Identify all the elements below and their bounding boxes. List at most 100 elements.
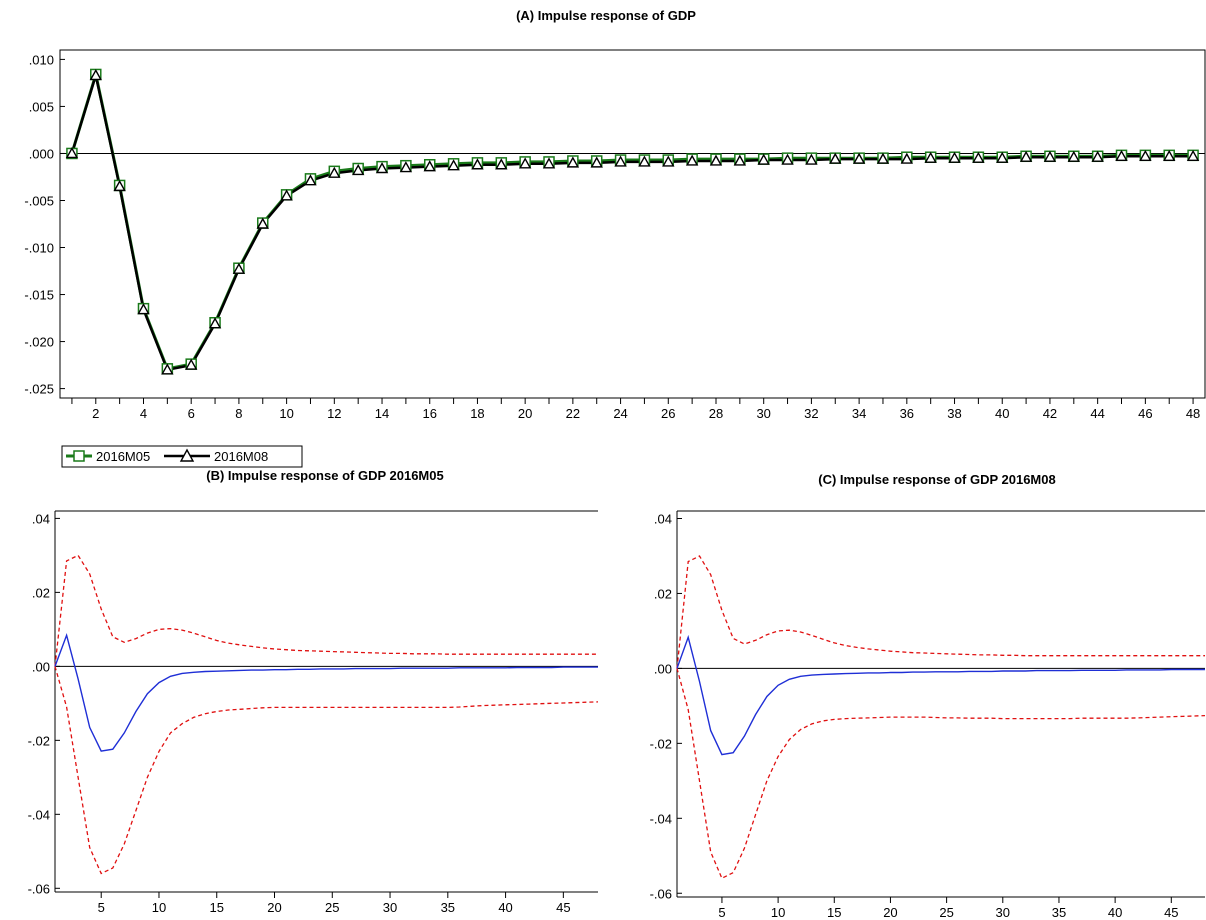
chart-b-y-tick-label: -.04 — [28, 807, 50, 822]
chart-c-title: (C) Impulse response of GDP 2016M08 — [818, 472, 1055, 487]
chart-a-x-tick-label: 36 — [900, 406, 914, 421]
chart-b-y-tick-label: .04 — [32, 511, 50, 526]
chart-a-y-tick-label: .005 — [29, 99, 54, 114]
chart-b-title: (B) Impulse response of GDP 2016M05 — [206, 468, 443, 483]
chart-c-response-line — [676, 634, 1205, 756]
chart-a-x-tick-label: 28 — [709, 406, 723, 421]
chart-a-point-triangle — [757, 153, 770, 165]
chart-c-y-tick-label: .00 — [654, 661, 672, 676]
chart-a-x-tick-label: 20 — [518, 406, 532, 421]
chart-a-point-triangle — [924, 151, 937, 163]
chart-a-frame — [59, 49, 1206, 399]
chart-a-point-triangle — [1163, 149, 1176, 161]
chart-c-y-tick-label: .04 — [654, 511, 672, 526]
chart-c-x-tick-label: 35 — [1052, 905, 1066, 920]
legend-marker-triangle — [179, 448, 195, 462]
chart-a-x-tick-label: 32 — [804, 406, 818, 421]
chart-b-response-line — [54, 632, 598, 752]
chart-a-y-tick-label: .010 — [29, 52, 54, 67]
chart-c-upper-band — [676, 555, 1205, 669]
chart-b-x-tick-label: 45 — [556, 900, 570, 915]
chart-b-y-tick-label: .00 — [32, 659, 50, 674]
chart-a-point-triangle — [280, 189, 293, 201]
chart-a-point-triangle — [781, 153, 794, 165]
chart-a-point-triangle — [495, 158, 508, 170]
chart-a-x-tick-label: 14 — [375, 406, 389, 421]
chart-a-x-tick-label: 16 — [423, 406, 437, 421]
chart-c-x-tick-label: 25 — [939, 905, 953, 920]
chart-a-point-triangle — [518, 157, 532, 169]
chart-b-x-tick-label: 25 — [325, 900, 339, 915]
chart-a-y-tick-label: .000 — [29, 146, 54, 161]
chart-a-x-tick-label: 48 — [1186, 406, 1200, 421]
chart-a-point-triangle — [65, 147, 79, 159]
chart-a-point-triangle — [423, 160, 436, 172]
chart-a-point-triangle — [709, 154, 723, 166]
chart-c-x-tick-label: 45 — [1164, 905, 1178, 920]
chart-a-y-tick-label: -.010 — [24, 241, 54, 256]
chart-b-x-tick-label: 10 — [152, 900, 166, 915]
chart-c-y-tick-label: .02 — [654, 586, 672, 601]
legend-label-2016M08: 2016M08 — [214, 449, 268, 464]
chart-c-y-tick-label: -.04 — [650, 811, 672, 826]
chart-a-point-triangle — [852, 152, 866, 164]
chart-c-lower-band — [676, 668, 1206, 880]
chart-a-series-line-2016M05 — [70, 73, 1194, 371]
chart-a-point-triangle — [304, 174, 317, 186]
chart-a-point-triangle — [829, 152, 842, 164]
chart-b-x-tick-label: 20 — [267, 900, 281, 915]
chart-a-point-triangle — [876, 152, 890, 164]
chart-c-x-tick-label: 15 — [827, 905, 841, 920]
chart-b-x-tick-label: 30 — [383, 900, 397, 915]
chart-a-point-triangle — [1043, 150, 1057, 162]
chart-a-point-triangle — [161, 363, 174, 375]
legend-marker-square — [73, 450, 85, 462]
chart-b-y-tick-label: -.02 — [28, 733, 50, 748]
chart-a-point-triangle — [1091, 150, 1104, 162]
chart-a-point-triangle — [590, 156, 603, 168]
chart-b-y-tick-label: -.06 — [28, 881, 50, 896]
chart-a-x-tick-label: 18 — [470, 406, 484, 421]
chart-a-point-triangle — [1019, 150, 1033, 162]
legend-label-2016M05: 2016M05 — [96, 449, 150, 464]
chart-b-y-tick-label: .02 — [32, 585, 50, 600]
chart-a-point-triangle — [185, 358, 198, 370]
chart-a-point-triangle — [996, 151, 1009, 163]
chart-b-x-tick-label: 15 — [210, 900, 224, 915]
chart-b-x-tick-label: 35 — [441, 900, 455, 915]
chart-a-x-tick-label: 40 — [995, 406, 1009, 421]
chart-a-point-triangle — [972, 151, 985, 163]
chart-a-point-triangle — [566, 156, 580, 168]
chart-a-point-triangle — [471, 158, 484, 170]
chart-a-x-tick-label: 8 — [235, 406, 242, 421]
chart-a-x-tick-label: 26 — [661, 406, 675, 421]
chart-a-x-tick-label: 2 — [92, 406, 99, 421]
chart-a-x-tick-label: 22 — [566, 406, 580, 421]
chart-a-point-triangle — [1139, 149, 1152, 161]
chart-a-point-triangle — [399, 161, 413, 173]
chart-b-x-tick-label: 5 — [98, 900, 105, 915]
chart-a-point-triangle — [805, 153, 818, 165]
chart-a-x-tick-label: 12 — [327, 406, 341, 421]
chart-a-x-tick-label: 46 — [1138, 406, 1152, 421]
chart-a-title: (A) Impulse response of GDP — [516, 8, 696, 23]
chart-c-x-tick-label: 30 — [996, 905, 1010, 920]
chart-a-y-tick-label: -.025 — [24, 382, 54, 397]
chart-a-x-tick-label: 10 — [279, 406, 293, 421]
chart-c-x-tick-label: 10 — [771, 905, 785, 920]
chart-c-y-tick-label: -.02 — [650, 736, 672, 751]
chart-a-point-triangle — [137, 303, 150, 315]
chart-a-y-tick-label: -.020 — [24, 335, 54, 350]
chart-a-point-triangle — [900, 152, 914, 164]
chart-a-point-triangle — [1115, 149, 1128, 161]
chart-a-point-triangle — [351, 163, 365, 176]
chart-a-point-triangle — [447, 159, 460, 171]
chart-a-point-triangle — [662, 155, 675, 167]
chart-a-x-tick-label: 42 — [1043, 406, 1057, 421]
chart-a-point-triangle — [208, 317, 222, 329]
chart-a-point-triangle — [328, 166, 341, 178]
chart-c-y-tick-label: -.06 — [650, 886, 672, 901]
chart-a-point-triangle — [89, 68, 102, 81]
chart-a-point-triangle — [113, 179, 126, 192]
